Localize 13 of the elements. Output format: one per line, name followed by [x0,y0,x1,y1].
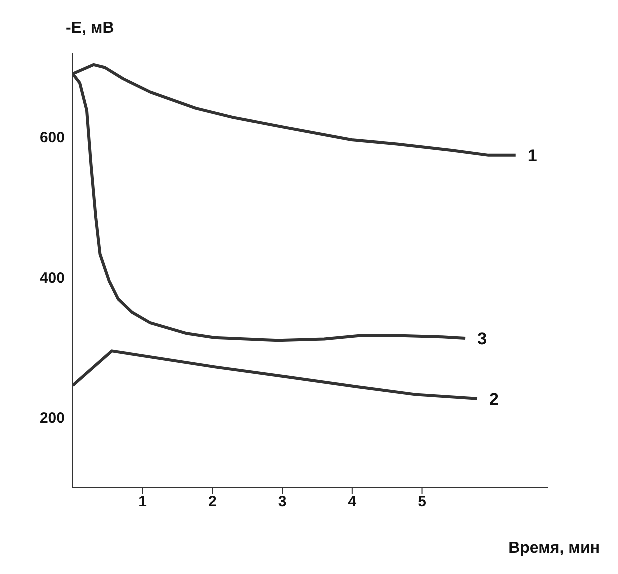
y-tick-label: 600 [40,130,65,147]
x-tick-label: 3 [278,494,287,511]
series-label: 2 [489,390,499,409]
x-tick-label: 5 [418,494,426,511]
y-axis-title: -E, мВ [66,20,114,38]
x-tick-label: 1 [138,494,148,511]
x-axis-title: Время, мин [508,540,600,558]
y-tick-label: 200 [40,410,65,428]
series-label: 3 [478,330,488,349]
series-label: 1 [528,146,538,166]
y-tick-label: 400 [40,270,65,287]
x-tick-label: 4 [348,494,358,511]
x-tick-label: 2 [208,494,217,511]
